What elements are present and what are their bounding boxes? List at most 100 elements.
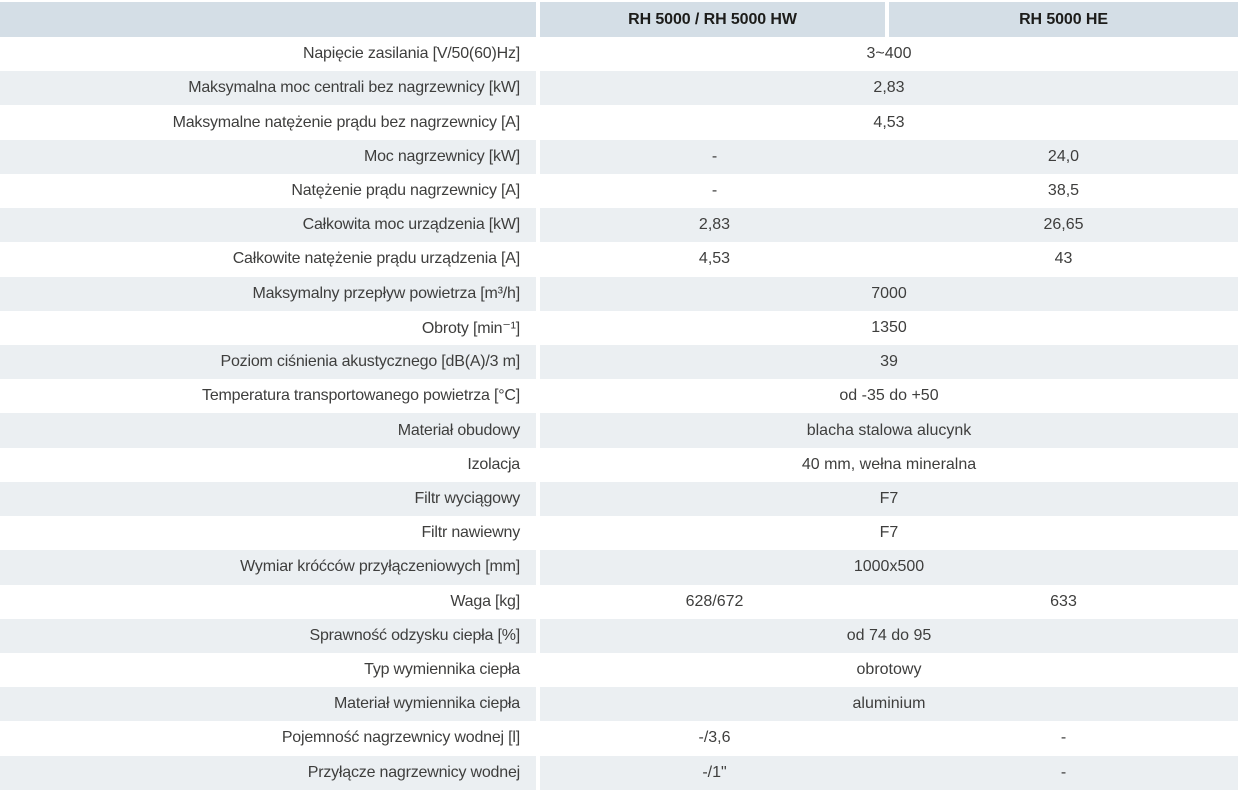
row-label: Filtr nawiewny [421,524,520,542]
value-span-cell: 40 mm, wełna mineralna [801,455,977,473]
value-cell-col2: - [1060,763,1067,781]
column-divider [885,2,889,37]
value-cell-col2: 24,0 [1047,147,1080,165]
column-divider [536,379,540,414]
row-values: aluminium [540,687,1238,722]
column-divider [536,105,540,140]
row-values: -/1" - [540,755,1238,790]
value-cell-col1: 2,83 [698,216,731,234]
row-values: 3~400 [540,37,1238,71]
row-label: Całkowite natężenie prądu urządzenia [A] [232,250,520,268]
row-values: - 24,0 [540,139,1238,174]
row-label: Materiał wymiennika ciepła [0,687,536,722]
table-row: Całkowite natężenie prądu urządzenia [A]… [0,242,1238,277]
row-values: obrotowy [540,653,1238,687]
row-values: F7 [540,481,1238,517]
column-divider [536,652,540,688]
table-row: Przyłącze nagrzewnicy wodnej -/1" - [0,755,1238,790]
value-span-cell: blacha stalowa alucynk [806,421,972,439]
row-values: od -35 do +50 [540,379,1238,413]
row-label: Maksymalna moc centrali bez nagrzewnicy … [0,71,536,106]
column-divider [536,755,540,790]
column-header-rh5000-he: RH 5000 HE [889,2,1238,37]
value-cell-col2: - [1060,729,1067,747]
table-row: Filtr nawiewny F7 [0,516,1238,551]
column-divider [536,516,540,551]
row-label: Moc nagrzewnicy [kW] [0,139,536,174]
table-row: Materiał obudowy blacha stalowa alucynk [0,413,1238,448]
row-label: Maksymalny przepływ powietrza [m³/h] [0,276,536,311]
row-values: 4,53 [540,105,1238,139]
column-divider [536,139,540,174]
value-span-cell: obrotowy [856,661,922,679]
value-span-cell: 2,83 [873,79,905,97]
row-label: Filtr wyciągowy [0,481,536,517]
row-values: 628/672 633 [540,585,1238,619]
value-span-cell: aluminium [852,695,926,713]
table-row: Moc nagrzewnicy [kW] - 24,0 [0,139,1238,174]
column-divider [536,71,540,106]
row-values: F7 [540,516,1238,550]
value-cell-col2: 26,65 [1043,216,1084,234]
table-row: Typ wymiennika ciepła obrotowy [0,652,1238,688]
table-row: Wymiar króćców przyłączeniowych [mm] 100… [0,550,1238,585]
column-divider [536,37,540,72]
column-divider [536,550,540,585]
table-row: Filtr wyciągowy F7 [0,481,1238,517]
row-values: - 38,5 [540,174,1238,208]
table-row: Poziom ciśnienia akustycznego [dB(A)/3 m… [0,344,1238,380]
column-divider [536,2,540,37]
row-values: -/3,6 - [540,721,1238,755]
value-span-cell: 3~400 [866,45,912,63]
row-values: 1000x500 [540,550,1238,585]
row-label: Napięcie zasilania [V/50(60)Hz] [302,45,520,63]
value-span-cell: od 74 do 95 [846,626,932,644]
column-divider [536,447,540,482]
header-label-spacer [0,2,536,37]
table-row: Materiał wymiennika ciepła aluminium [0,687,1238,722]
column-divider [536,344,540,380]
row-values: 1350 [540,311,1238,345]
value-span-cell: 39 [880,353,898,371]
table-row: Maksymalny przepływ powietrza [m³/h] 700… [0,276,1238,311]
column-divider [536,721,540,756]
table-row: Maksymalna moc centrali bez nagrzewnicy … [0,71,1238,106]
row-values: 2,83 26,65 [540,208,1238,243]
column-divider [536,173,540,209]
table-row: Waga [kg] 628/672 633 [0,584,1238,619]
table-row: Obroty [min⁻¹] 1350 [0,310,1238,345]
column-divider [536,584,540,619]
column-divider [536,413,540,448]
value-cell-col1: 628/672 [685,592,744,610]
table-row: Temperatura transportowanego powietrza [… [0,379,1238,414]
column-divider [536,208,540,243]
table-header-row: RH 5000 / RH 5000 HW RH 5000 HE [0,2,1238,37]
column-header-rh5000-hw: RH 5000 / RH 5000 HW [540,2,885,37]
value-span-cell: 4,53 [873,113,905,131]
row-label: Wymiar króćców przyłączeniowych [mm] [0,550,536,585]
value-cell-col1: - [711,147,718,165]
value-cell-col1: -/3,6 [698,729,731,747]
value-cell-col1: - [711,181,718,199]
column-divider [536,618,540,653]
spec-table-body: Napięcie zasilania [V/50(60)Hz] 3~400 Ma… [0,37,1238,790]
value-cell-col1: -/1" [702,763,727,781]
row-values: 40 mm, wełna mineralna [540,448,1238,482]
column-header-label: RH 5000 HE [1019,10,1108,28]
table-row: Pojemność nagrzewnicy wodnej [l] -/3,6 - [0,721,1238,756]
value-span-cell: od -35 do +50 [839,387,939,405]
table-row: Izolacja 40 mm, wełna mineralna [0,447,1238,482]
row-label: Całkowita moc urządzenia [kW] [0,208,536,243]
row-values: 2,83 [540,71,1238,106]
column-header-label: RH 5000 / RH 5000 HW [628,10,797,28]
row-label: Poziom ciśnienia akustycznego [dB(A)/3 m… [0,344,536,380]
column-divider [536,481,540,517]
row-label: Natężenie prądu nagrzewnicy [A] [291,181,520,199]
table-row: Sprawność odzysku ciepła [%] od 74 do 95 [0,618,1238,653]
row-label: Izolacja [467,455,520,473]
row-label: Sprawność odzysku ciepła [%] [0,618,536,653]
column-divider [536,242,540,277]
value-span-cell: 7000 [871,284,907,302]
row-values: blacha stalowa alucynk [540,413,1238,448]
